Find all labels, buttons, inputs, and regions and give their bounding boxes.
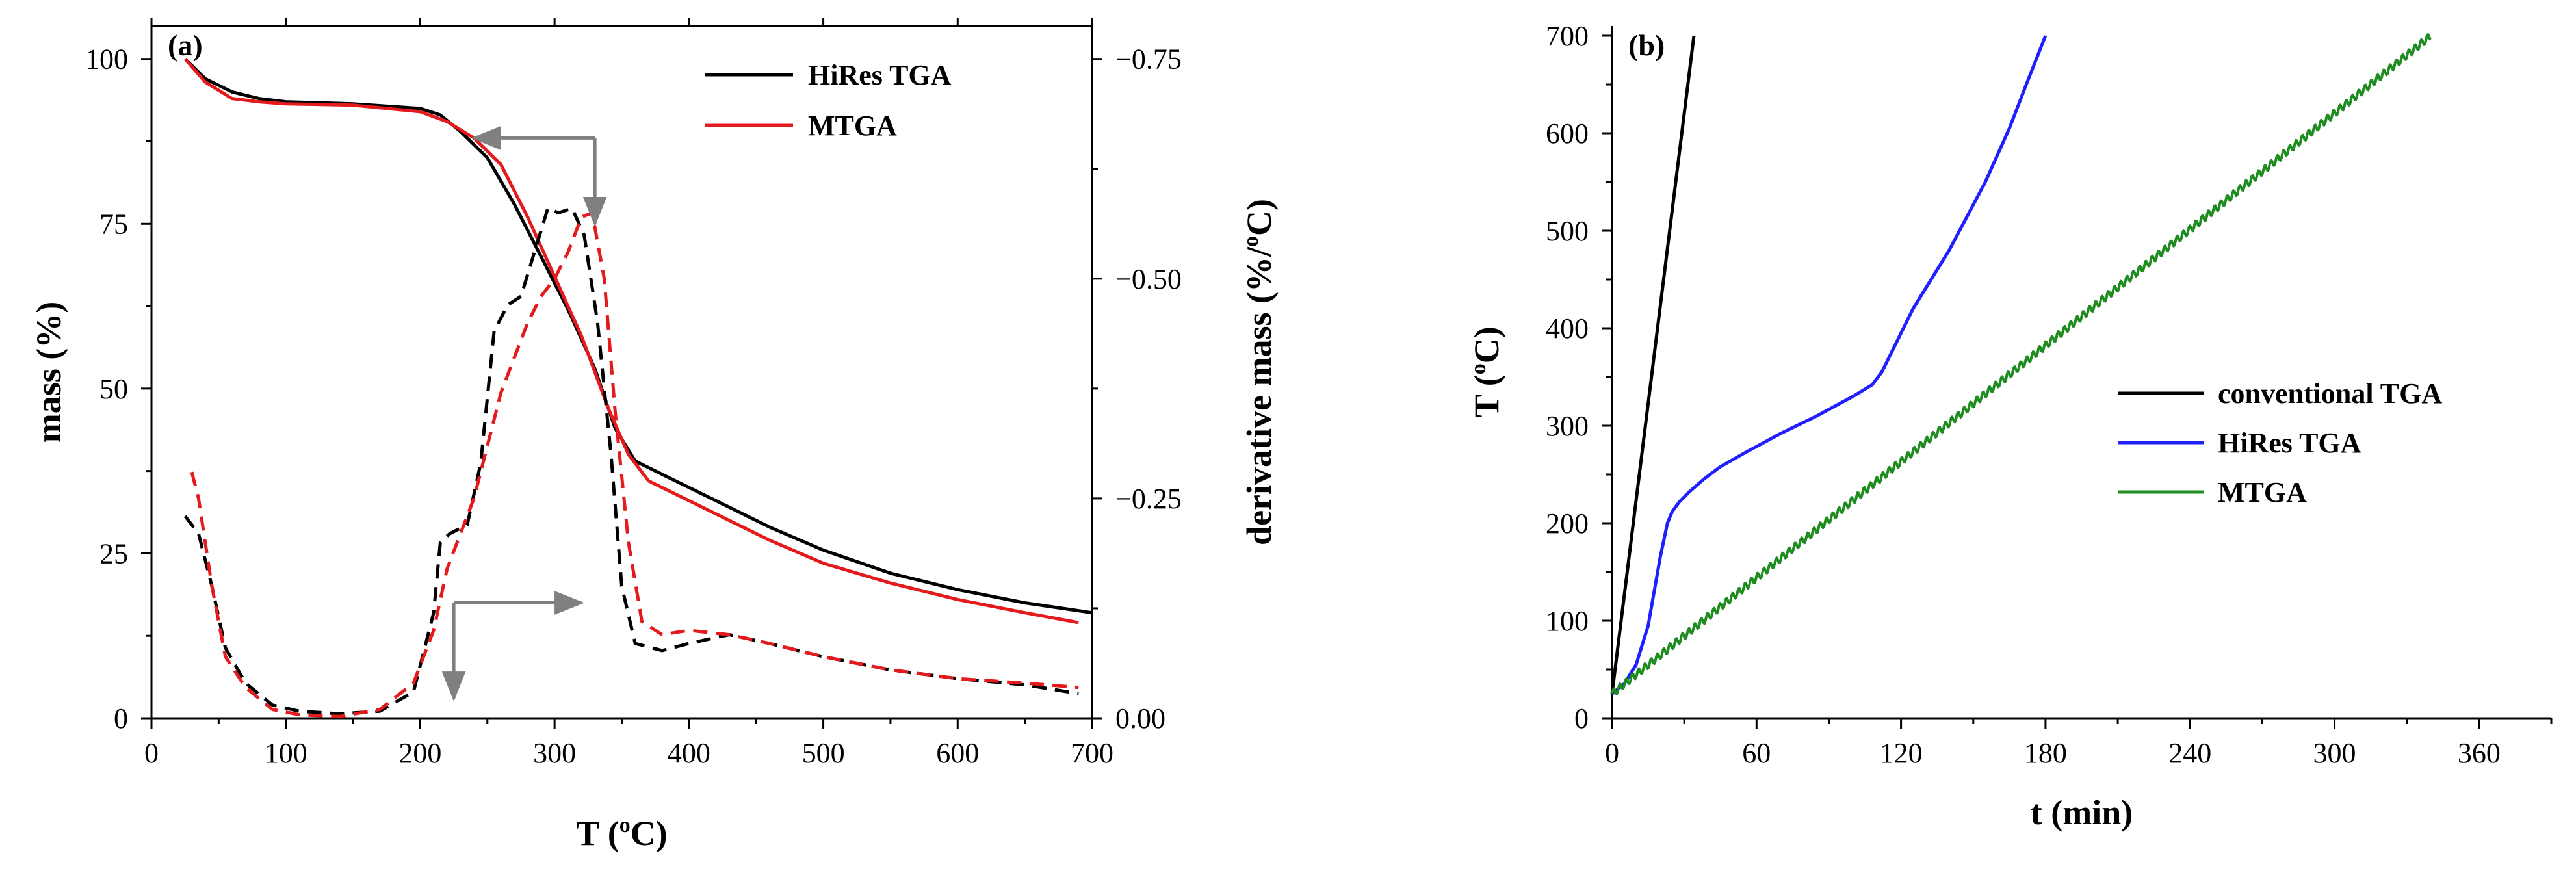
- legend-label: HiRes TGA: [2218, 427, 2361, 459]
- y-axis-label-sup: o: [1466, 363, 1490, 374]
- x-tick-label: 100: [265, 737, 307, 769]
- y-tick-label: 75: [99, 208, 128, 240]
- y-tick-label: 200: [1546, 508, 1589, 540]
- y-tick-label: 25: [99, 538, 128, 569]
- series-line-mtga: [1611, 33, 2432, 696]
- x-tick-label: 700: [1071, 737, 1113, 769]
- legend-label: MTGA: [2218, 476, 2307, 508]
- y-tick-label: 600: [1546, 118, 1589, 150]
- y-tick-label: 500: [1546, 215, 1589, 247]
- y-tick-label: 0: [1574, 703, 1589, 734]
- panel-label: (a): [168, 29, 203, 62]
- y2-axis-label: derivative mass (%/oC): [1239, 199, 1279, 545]
- y2-axis-label-base: derivative mass (%/: [1240, 246, 1279, 545]
- y2-axis-label-sup: o: [1239, 236, 1263, 247]
- series-line-conventional-tga: [1610, 35, 1696, 694]
- series-line-mtga-mass: [183, 58, 1079, 625]
- series-line-hires-tga-derivative: [183, 207, 1079, 716]
- x-axis-label-base: T (: [576, 814, 619, 853]
- x-tick-label: 120: [1880, 737, 1923, 769]
- x-tick-label: 500: [802, 737, 845, 769]
- x-axis-label: T (oC): [576, 813, 668, 853]
- x-tick-label: 300: [533, 737, 576, 769]
- y-axis-label-base: T (: [1467, 374, 1506, 418]
- legend-label: MTGA: [808, 110, 897, 142]
- x-tick-label: 600: [936, 737, 979, 769]
- x-tick-label: 0: [144, 737, 159, 769]
- legend: HiRes TGA MTGA: [705, 59, 952, 142]
- series-line-mtga-derivative: [190, 211, 1079, 718]
- chart-panel-b: 0 60 120 180 240 300 360 0 100 200 300 400 500 600 700…: [1466, 20, 2553, 832]
- chart-panel-a: 0 100 200 300 400 500 600 700 0 25 50 75 100 0.00 −0.2…: [29, 18, 1279, 853]
- y-tick-label: 100: [85, 44, 128, 75]
- x-axis-label-tail: C): [631, 814, 668, 853]
- y2-tick-label: −0.25: [1115, 483, 1182, 515]
- y-axis-label: T (oC): [1466, 326, 1506, 418]
- y-tick-label: 400: [1546, 313, 1589, 344]
- series-line-hires-tga-mass: [183, 57, 1093, 615]
- legend-label: conventional TGA: [2218, 378, 2442, 410]
- y2-tick-label: −0.75: [1115, 44, 1182, 75]
- x-axis-label-sup: o: [619, 813, 631, 837]
- y-axis-label: mass (%): [29, 302, 68, 443]
- x-axis-label: t (min): [2031, 793, 2133, 832]
- y2-tick-label: 0.00: [1115, 703, 1165, 734]
- y-tick-label: 100: [1546, 605, 1589, 637]
- x-tick-label: 200: [398, 737, 441, 769]
- x-tick-label: 300: [2313, 737, 2356, 769]
- legend-label: HiRes TGA: [808, 59, 952, 91]
- y-tick-label: 300: [1546, 410, 1589, 442]
- x-tick-label: 240: [2168, 737, 2211, 769]
- panel-label: (b): [1628, 29, 1665, 62]
- legend: conventional TGA HiRes TGA MTGA: [2118, 378, 2442, 508]
- x-tick-label: 0: [1605, 737, 1619, 769]
- series-line-hires-tga: [1611, 35, 2048, 696]
- x-tick-label: 400: [668, 737, 710, 769]
- y-axis-label-tail: C): [1467, 326, 1506, 363]
- x-tick-label: 180: [2024, 737, 2067, 769]
- y-tick-label: 700: [1546, 20, 1589, 52]
- y2-tick-label: −0.50: [1115, 263, 1182, 295]
- y2-axis-label-tail: C): [1240, 199, 1279, 236]
- y-tick-label: 0: [114, 703, 128, 734]
- plot-frame: [150, 25, 1093, 720]
- x-tick-label: 360: [2458, 737, 2501, 769]
- y-tick-label: 50: [99, 373, 128, 405]
- x-tick-label: 60: [1742, 737, 1771, 769]
